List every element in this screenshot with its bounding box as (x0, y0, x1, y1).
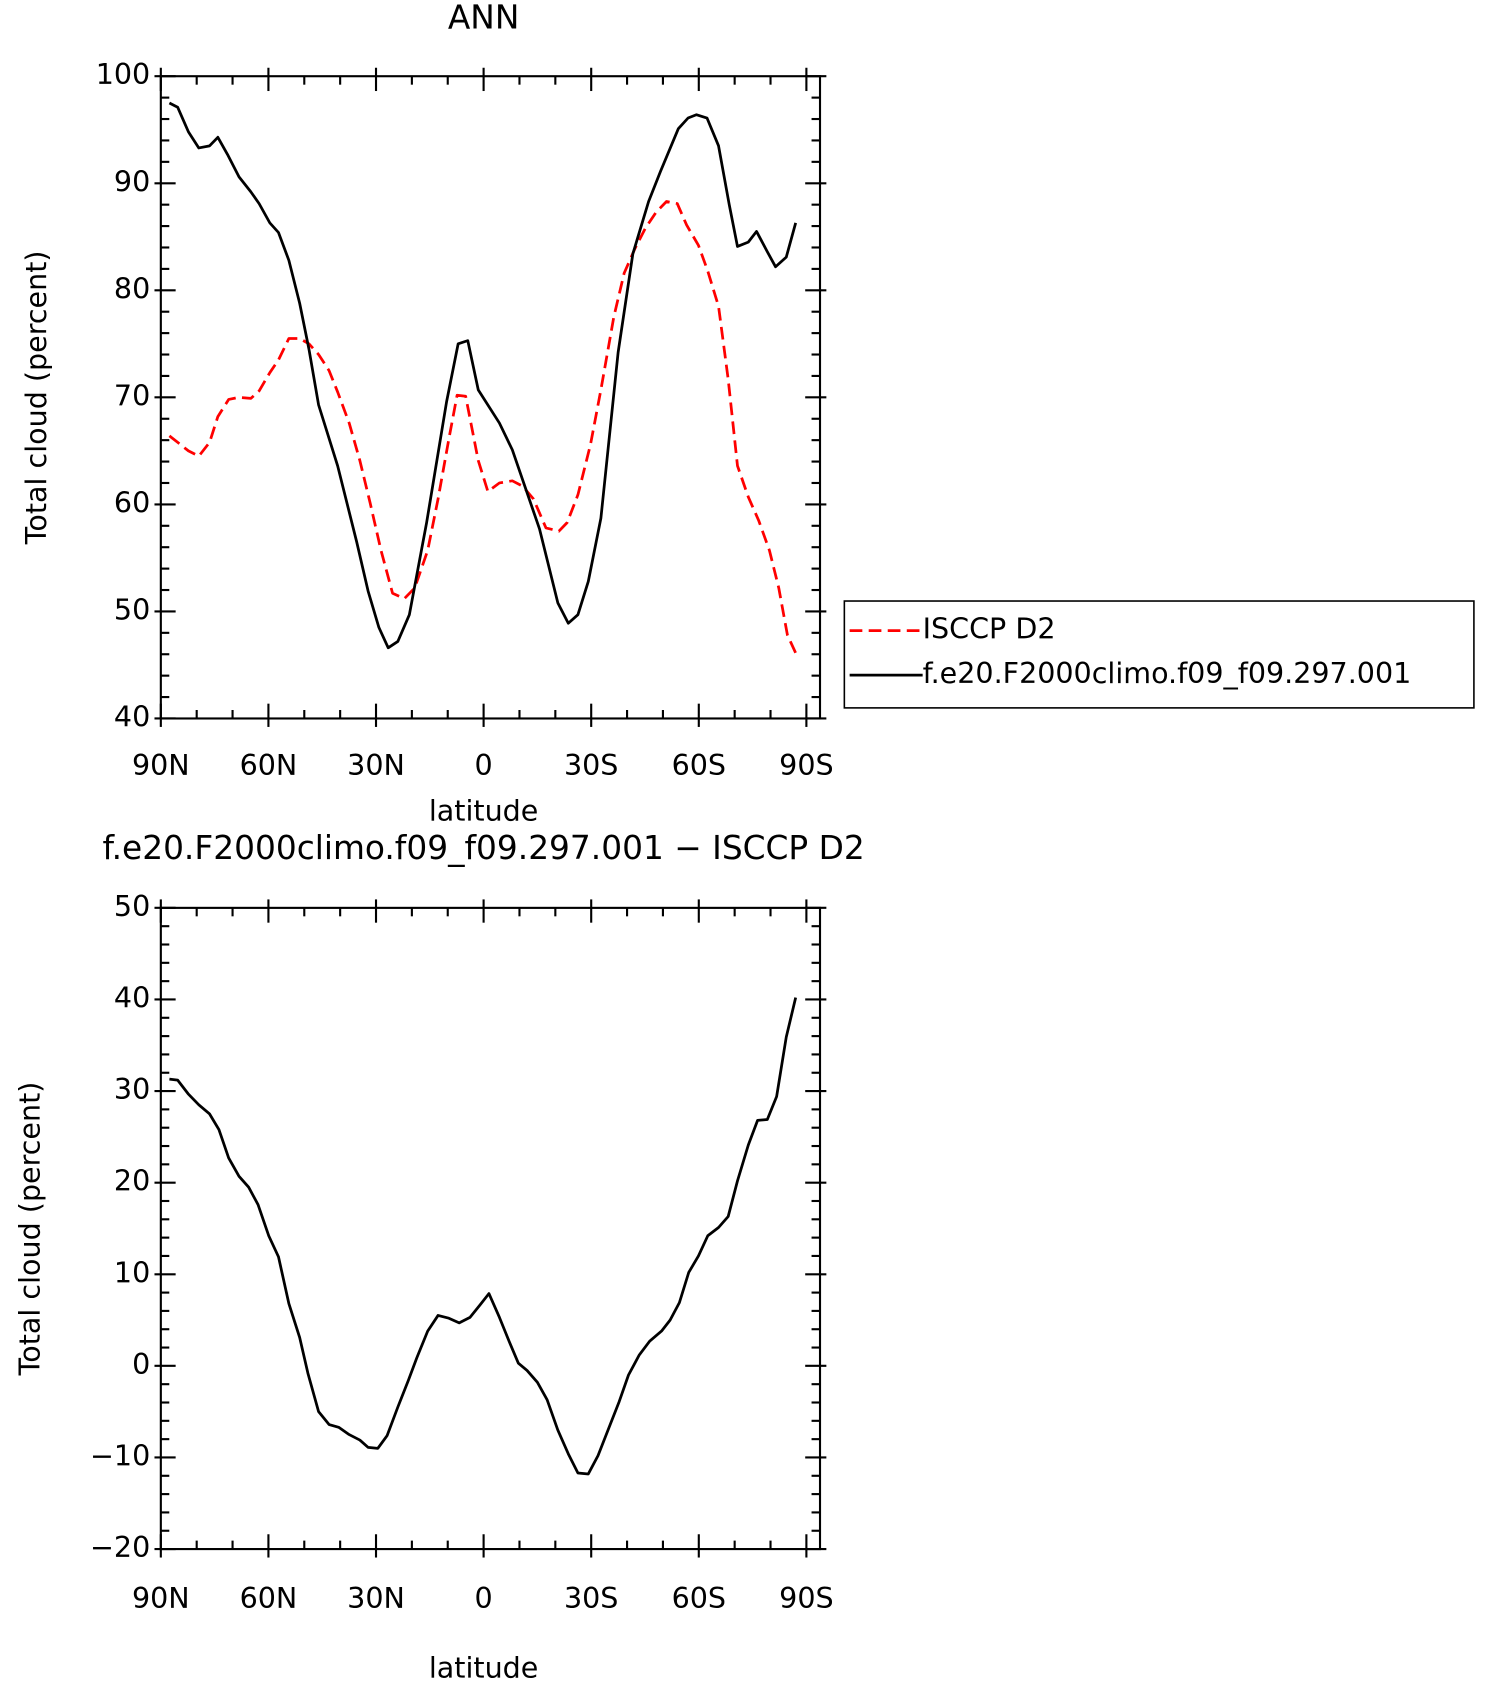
y-tick-label: 30 (114, 1072, 150, 1106)
y-tick-label: 90 (114, 164, 150, 198)
y-axis-label: Total cloud (percent) (13, 1082, 47, 1377)
y-tick-label: 100 (96, 57, 151, 91)
data-line (168, 101, 798, 650)
x-tick-label: 90S (779, 748, 833, 782)
x-tick-label: 60S (672, 748, 726, 782)
x-tick-label: 0 (475, 748, 493, 782)
x-tick-label: 60N (240, 748, 298, 782)
y-tick-label: 10 (114, 1255, 150, 1289)
y-tick-label: −10 (90, 1438, 150, 1472)
legend-label: ISCCP D2 (923, 612, 1056, 646)
y-axis-label: Total cloud (percent) (19, 250, 53, 545)
x-tick-label: 60N (240, 1581, 298, 1615)
chart: f.e20.F2000climo.f09_f09.297.001 − ISCCP… (13, 829, 865, 1685)
x-tick-label: 90S (779, 1581, 833, 1615)
x-axis-label: latitude (429, 794, 539, 828)
y-tick-label: 80 (114, 271, 150, 305)
legend-label: f.e20.F2000climo.f09_f09.297.001 (923, 656, 1412, 690)
y-tick-label: 60 (114, 485, 150, 519)
y-tick-label: 40 (114, 699, 150, 733)
plot-frame (159, 906, 822, 1551)
y-tick-label: −20 (90, 1530, 150, 1564)
chart-title: f.e20.F2000climo.f09_f09.297.001 − ISCCP… (102, 829, 864, 867)
y-tick-label: 40 (114, 980, 150, 1014)
y-tick-label: 50 (114, 592, 150, 626)
plot-frame (159, 75, 822, 720)
y-tick-label: 70 (114, 378, 150, 412)
x-tick-label: 60S (672, 1581, 726, 1615)
y-tick-label: 20 (114, 1164, 150, 1198)
y-tick-label: 50 (114, 889, 150, 923)
chart-title: ANN (448, 0, 520, 37)
x-tick-label: 90N (132, 1581, 190, 1615)
y-tick-label: 0 (132, 1347, 150, 1381)
x-tick-label: 30N (347, 1581, 405, 1615)
x-tick-label: 30S (564, 748, 618, 782)
data-line (169, 997, 798, 1476)
x-tick-label: 30N (347, 748, 405, 782)
data-line (168, 200, 798, 656)
x-axis-label: latitude (429, 1651, 539, 1685)
legend-box (843, 600, 1475, 709)
x-tick-label: 30S (564, 1581, 618, 1615)
chart: ANN latitude Total cloud (percent) 40 50 60 70… (19, 0, 1475, 828)
x-tick-label: 0 (475, 1581, 493, 1615)
x-tick-label: 90N (132, 748, 190, 782)
